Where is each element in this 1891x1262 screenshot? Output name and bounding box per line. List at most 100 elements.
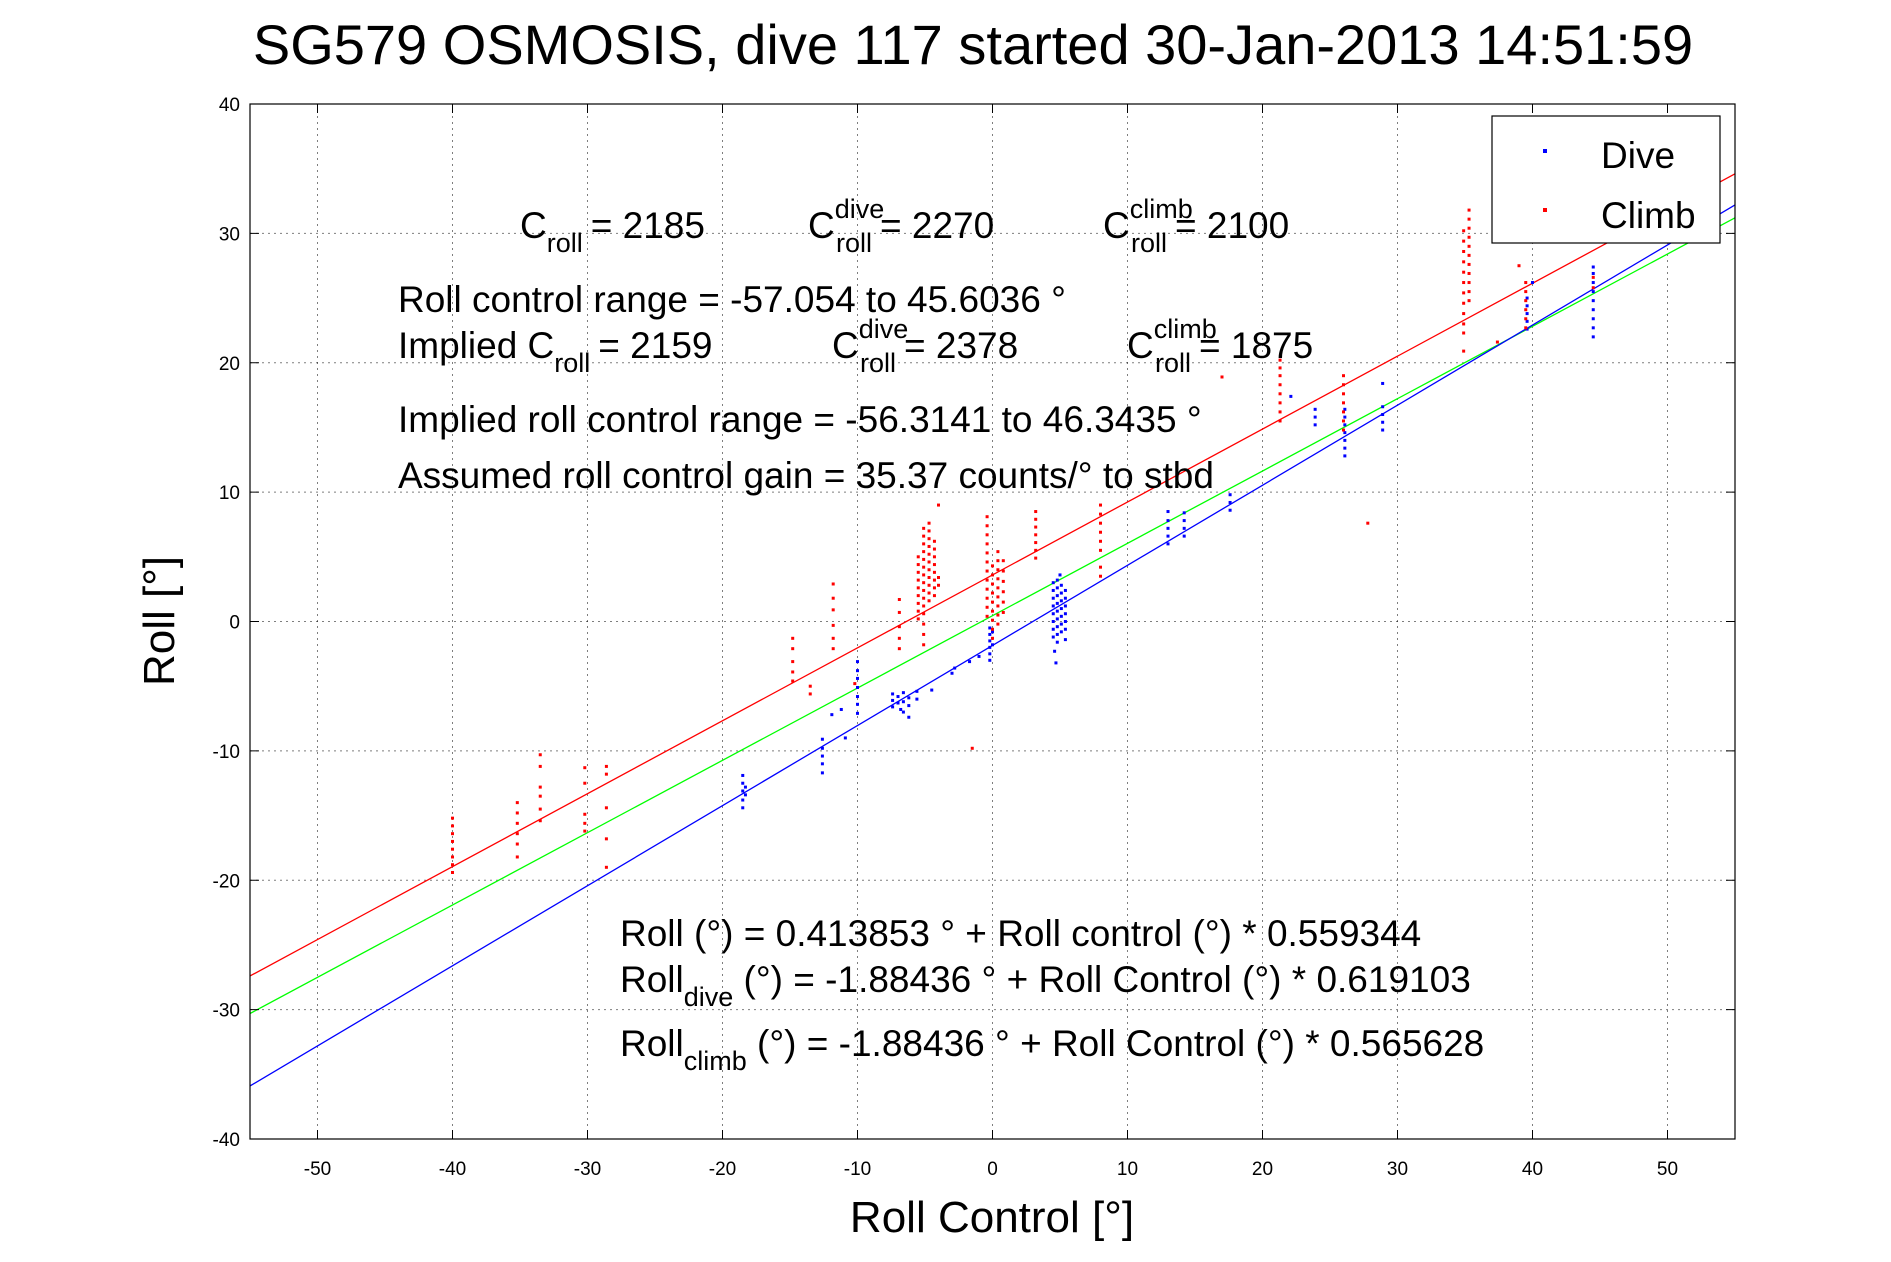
data-point (515, 855, 519, 859)
data-point (604, 764, 608, 768)
data-point (899, 707, 903, 711)
data-point (891, 698, 895, 702)
data-point (1524, 299, 1528, 303)
data-point (831, 636, 835, 640)
data-point (538, 764, 542, 768)
data-point (1591, 290, 1595, 294)
data-point (897, 598, 901, 602)
data-point (932, 547, 936, 551)
data-point (1034, 541, 1038, 545)
data-point (1278, 383, 1282, 387)
data-point (1058, 573, 1062, 577)
data-point (583, 781, 587, 785)
data-point (996, 559, 1000, 563)
data-point (1063, 627, 1067, 631)
data-point (922, 622, 926, 626)
data-point (1059, 614, 1063, 618)
data-point (930, 688, 934, 692)
data-point (856, 711, 859, 715)
data-point (1278, 374, 1282, 378)
data-point (932, 555, 936, 559)
data-point (901, 710, 905, 714)
data-point (1462, 229, 1466, 233)
data-point (1053, 649, 1057, 653)
data-point (1343, 446, 1347, 450)
y-tick-label: 40 (219, 95, 240, 116)
data-point (856, 695, 859, 699)
data-point (927, 583, 931, 587)
data-point (937, 583, 940, 587)
data-point (916, 617, 920, 621)
data-point (1524, 290, 1528, 294)
legend-box (1491, 115, 1721, 244)
data-point (996, 550, 1000, 554)
data-point (988, 626, 992, 630)
data-point (927, 599, 931, 603)
data-point (1381, 405, 1385, 409)
data-point (741, 773, 745, 777)
data-point (996, 595, 1000, 599)
data-point (1051, 604, 1055, 608)
data-point (991, 618, 994, 622)
annotation-c-roll-climb: Cclimb (1103, 194, 1193, 246)
data-point (927, 544, 931, 548)
data-point (1099, 548, 1102, 552)
data-point (953, 666, 957, 670)
data-point (1055, 609, 1059, 613)
data-point (451, 816, 454, 820)
data-point (985, 578, 989, 582)
data-point (1034, 548, 1038, 552)
data-point (1467, 226, 1471, 230)
data-point (583, 766, 587, 770)
data-point (538, 819, 542, 823)
data-point (1467, 235, 1471, 239)
x-tick-label: -10 (844, 1159, 871, 1180)
data-point (1001, 569, 1005, 573)
data-point (916, 586, 920, 590)
data-point (1055, 640, 1059, 644)
series-climb (451, 208, 1595, 874)
data-point (985, 524, 989, 528)
annotation-implied-c-dive: Cdive (832, 314, 908, 366)
data-point (977, 654, 981, 658)
x-tick-label: -40 (439, 1159, 466, 1180)
data-point (927, 529, 931, 533)
data-point (991, 630, 994, 634)
data-point (820, 737, 824, 741)
data-point (451, 824, 454, 828)
data-point (1182, 526, 1186, 530)
data-point (907, 704, 911, 708)
data-point (856, 660, 859, 664)
data-point (1342, 410, 1345, 414)
data-point (1063, 638, 1067, 642)
data-point (451, 855, 454, 859)
data-point (991, 600, 994, 604)
data-point (1342, 392, 1345, 396)
data-point (896, 695, 900, 699)
data-point (1525, 296, 1529, 300)
data-point (1591, 286, 1595, 290)
data-point (1591, 317, 1595, 321)
data-point (1343, 415, 1347, 419)
data-point (1051, 627, 1055, 631)
data-point (1462, 281, 1466, 285)
annotation-c-roll-dive-value: roll = 2270 (836, 205, 994, 258)
x-tick-label: -50 (304, 1159, 331, 1180)
data-point (1034, 533, 1038, 537)
annotation-fit-dive: Rolldive (°) = -1.88436 ° + Roll Control… (620, 959, 1471, 1012)
y-tick-labels: -40 -30 -20 -10 0 10 20 30 40 (213, 95, 240, 1151)
data-point (583, 829, 587, 833)
legend-dive-marker (1543, 149, 1547, 153)
annotation-implied-c-climb: Cclimb (1127, 314, 1217, 366)
data-point (1524, 308, 1528, 312)
data-point (1099, 512, 1102, 516)
data-point (1063, 612, 1067, 616)
data-point (1099, 539, 1102, 543)
data-point (916, 594, 920, 598)
data-point (1342, 428, 1345, 432)
data-point (853, 682, 857, 686)
data-point (907, 715, 911, 719)
data-point (1342, 401, 1345, 405)
data-point (901, 691, 905, 695)
data-point (451, 863, 454, 867)
